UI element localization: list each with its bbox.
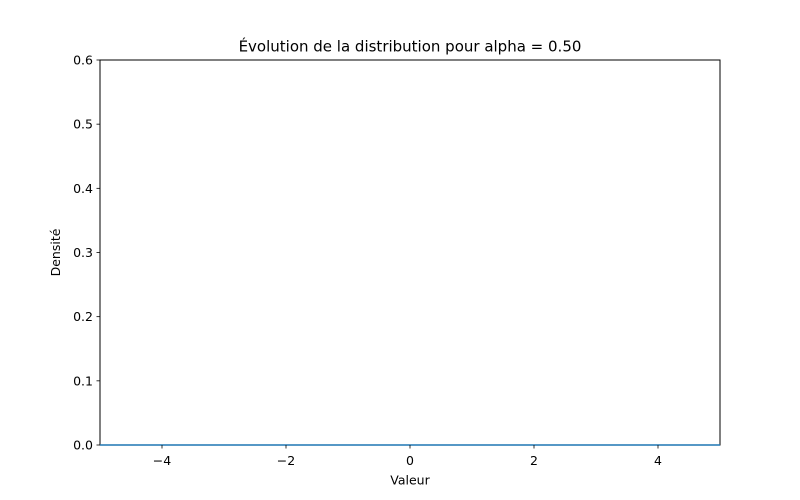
y-tick-label: 0.5 xyxy=(73,117,93,132)
y-tick-label: 0.6 xyxy=(73,53,93,68)
chart-title: Évolution de la distribution pour alpha … xyxy=(239,37,582,56)
x-tick-label: 2 xyxy=(530,453,538,468)
y-tick-label: 0.3 xyxy=(73,245,93,260)
x-tick-label: 0 xyxy=(406,453,414,468)
x-tick-label: 4 xyxy=(654,453,662,468)
y-tick-label: 0.1 xyxy=(73,373,93,388)
x-axis-label: Valeur xyxy=(390,473,430,488)
y-tick-label: 0.2 xyxy=(73,309,93,324)
y-tick-label: 0.4 xyxy=(73,181,93,196)
y-tick-label: 0.0 xyxy=(73,438,93,453)
x-tick-label: −4 xyxy=(153,453,171,468)
plot-area-frame xyxy=(99,59,721,446)
x-tick-label: −2 xyxy=(277,453,295,468)
y-axis-ticks: 0.0 0.1 0.2 0.3 0.4 0.5 0.6 xyxy=(73,53,100,453)
y-axis-label: Densité xyxy=(48,228,63,276)
x-axis-ticks: −4 −2 0 2 4 xyxy=(153,445,662,468)
